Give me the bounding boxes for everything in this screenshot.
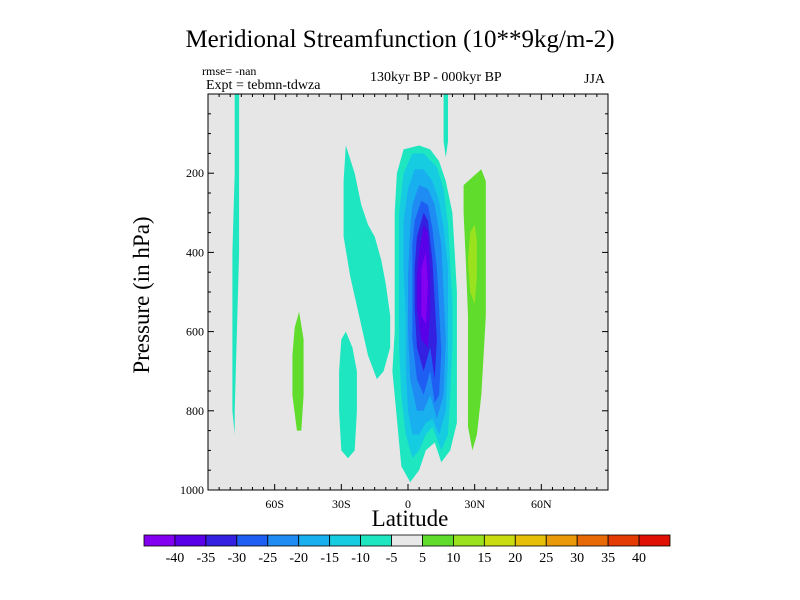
colorbar-swatch-12: [514, 534, 547, 547]
colorbar-swatch-7: [360, 534, 392, 547]
colorbar-label: 35: [601, 551, 615, 566]
colorbar-swatch-2: [205, 534, 238, 547]
contour-region-2: [339, 331, 357, 459]
colorbar-label: 10: [446, 551, 460, 566]
colorbar-swatch-13: [545, 534, 578, 547]
x-tick-label: 0: [405, 497, 411, 511]
contour-region-5: [443, 94, 448, 158]
colorbar-label: -25: [258, 551, 277, 566]
colorbar-label: -35: [197, 551, 216, 566]
colorbar-label: 25: [539, 551, 553, 566]
period-annotation: 130kyr BP - 000kyr BP: [370, 70, 502, 85]
colorbar-label: -15: [320, 551, 339, 566]
colorbar-label: 5: [419, 551, 426, 566]
y-tick-label: 800: [186, 404, 204, 418]
x-tick-label: 30N: [464, 497, 485, 511]
contour-region-14: [468, 224, 477, 304]
contour-region-0: [232, 94, 240, 435]
colorbar-swatch-3: [236, 534, 269, 547]
y-tick-label: 600: [186, 325, 204, 339]
colorbar-swatch-15: [607, 534, 640, 547]
colorbar-swatch-10: [453, 534, 485, 547]
colorbar: -40 -35 -30 -25 -20 -15 -10 -5 5 10 15 20 25 30 35 40: [143, 534, 671, 566]
colorbar-label: -10: [351, 551, 370, 566]
season-annotation: JJA: [584, 72, 606, 87]
colorbar-label: 40: [632, 551, 646, 566]
y-tick-label: 1000: [180, 483, 204, 497]
contour-region-3: [343, 145, 391, 380]
x-tick-label: 60S: [265, 497, 284, 511]
colorbar-swatch-11: [483, 534, 516, 547]
x-tick-label: 60N: [531, 497, 552, 511]
colorbar-swatch-5: [298, 534, 331, 547]
contour-layer: [232, 94, 486, 483]
colorbar-label: -40: [166, 551, 185, 566]
contour-region-12: [421, 252, 428, 324]
colorbar-label: 20: [508, 551, 522, 566]
colorbar-swatch-6: [329, 534, 361, 547]
colorbar-swatch-9: [422, 534, 454, 547]
rmse-annotation: rmse= -nan: [202, 64, 257, 78]
colorbar-swatch-14: [576, 534, 609, 547]
axes-layer: 60S 30S 0 30N 60N 200 400 600 800 1000: [180, 93, 609, 511]
colorbar-label: 15: [477, 551, 491, 566]
contour-region-13: [463, 169, 486, 451]
colorbar-swatch-1: [174, 534, 207, 547]
chart-title: Meridional Streamfunction (10**9kg/m-2): [185, 26, 615, 53]
x-axis-label: Latitude: [371, 506, 449, 531]
contour-region-1: [292, 311, 304, 431]
colorbar-swatch-4: [267, 534, 300, 547]
x-tick-label: 30S: [332, 497, 351, 511]
y-tick-label: 200: [186, 166, 204, 180]
experiment-annotation: Expt = tebmn-tdwza: [206, 78, 321, 93]
colorbar-label: -30: [227, 551, 246, 566]
colorbar-swatch-0: [143, 534, 176, 547]
y-tick-label: 400: [186, 245, 204, 259]
colorbar-label: -5: [386, 551, 398, 566]
colorbar-swatch-8: [391, 534, 423, 547]
colorbar-swatch-16: [638, 534, 671, 547]
colorbar-label: -20: [289, 551, 308, 566]
colorbar-label: 30: [570, 551, 584, 566]
